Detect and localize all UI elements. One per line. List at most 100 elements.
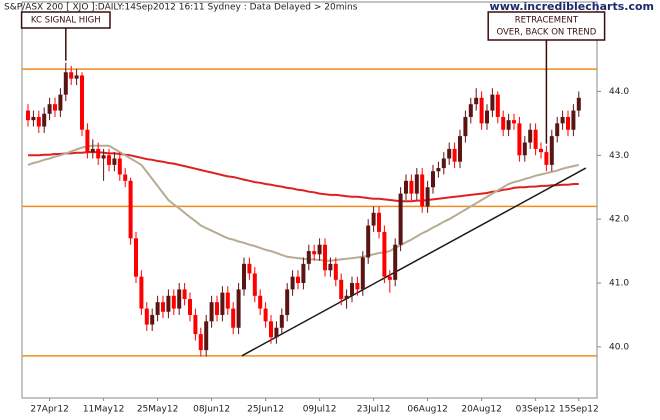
candle-body [242, 263, 246, 290]
candle-body [236, 289, 241, 328]
annotation-text: KC SIGNAL HIGH [31, 16, 101, 26]
candle-body [53, 104, 57, 111]
x-tick-label: 03Sep12 [516, 405, 556, 415]
candle-body [193, 314, 198, 335]
candle-body [366, 225, 371, 258]
candle-body [393, 244, 398, 280]
candle-body [112, 158, 117, 165]
x-tick-label: 25May12 [137, 405, 179, 415]
candle-body [382, 231, 387, 277]
x-tick-label: 06Aug12 [407, 405, 447, 415]
candle-body [350, 283, 354, 296]
candle-body [128, 180, 133, 239]
candle-body [36, 116, 41, 127]
watermark: www.incrediblecharts.com [490, 0, 654, 13]
y-tick-label: 40.0 [609, 342, 629, 352]
candle-body [576, 97, 581, 111]
candle-body [447, 148, 452, 159]
candle-body [371, 212, 376, 226]
y-tick-label: 44.0 [609, 87, 629, 97]
candle-body [533, 129, 538, 149]
x-tick-label: 27Apr12 [30, 405, 68, 415]
candle-body [296, 276, 300, 284]
candle-body [501, 116, 506, 130]
candle-body [139, 276, 144, 309]
candle-body [188, 299, 192, 315]
candle-body [263, 308, 268, 322]
candle-body [355, 283, 360, 290]
candle-body [177, 289, 182, 309]
candle-body [566, 116, 570, 130]
candle-body [26, 110, 30, 121]
candle-body [134, 238, 138, 277]
candle-body [560, 116, 565, 124]
candle-body [182, 289, 187, 299]
candle-body [431, 171, 435, 188]
candle-body [285, 289, 290, 315]
candle-body [96, 148, 101, 159]
candle-body [458, 136, 462, 162]
trend-line [241, 167, 587, 357]
candle-body [539, 148, 543, 153]
candle-body [344, 295, 349, 299]
candle-body [63, 72, 68, 95]
candle-body [90, 148, 95, 153]
candle-body [74, 75, 79, 79]
candle-body [204, 321, 209, 351]
candle-body [479, 97, 484, 124]
candle-body [42, 113, 47, 127]
candle-body [252, 273, 257, 296]
candle-body [258, 295, 263, 309]
candle-body [155, 302, 160, 315]
candle-body [279, 314, 284, 328]
candle-body [436, 168, 441, 172]
candle-body [150, 314, 155, 325]
x-tick-label: 09Jul12 [303, 405, 337, 415]
y-tick-label: 41.0 [609, 279, 629, 289]
candle-body [528, 129, 533, 143]
x-tick-label: 15Sep12 [559, 405, 599, 415]
candle-body [171, 295, 176, 309]
candle-body [409, 180, 414, 194]
candle-body [474, 97, 479, 105]
annotation-box [487, 11, 606, 41]
candle-body [414, 174, 419, 194]
candle-body [463, 116, 468, 137]
candle-body [571, 110, 576, 130]
candle-body [377, 212, 381, 232]
x-tick-label: 23Jul12 [357, 405, 391, 415]
candle-body [425, 187, 430, 207]
candle-body [544, 152, 549, 165]
candle-body [490, 94, 495, 111]
candle-body [468, 104, 473, 117]
candle-body [328, 263, 333, 271]
candle-body [387, 276, 392, 280]
candle-body [512, 120, 516, 124]
x-tick-label: 25Jun12 [247, 405, 284, 415]
candle-body [360, 257, 365, 290]
y-tick-label: 43.0 [609, 151, 629, 161]
candle-body [301, 263, 306, 284]
candle-body [452, 148, 457, 162]
candle-body [69, 72, 74, 79]
candle-body [404, 180, 408, 194]
candle-body [555, 123, 560, 137]
candle-body [333, 263, 338, 280]
candle-body [47, 104, 52, 114]
candle-body [166, 295, 171, 312]
candle-body [209, 302, 214, 322]
annotation-text: RETRACEMENT [515, 16, 579, 26]
candle-body [117, 158, 122, 175]
candle-body [274, 327, 279, 338]
candle-body [317, 244, 322, 255]
candle-body [549, 136, 554, 165]
candle-body [441, 158, 446, 169]
candle-body [517, 123, 522, 156]
candle-body [225, 292, 230, 309]
candle-body [144, 308, 149, 325]
candle-body [522, 142, 527, 156]
x-tick-label: 20Aug12 [461, 405, 501, 415]
candle-body [80, 75, 84, 130]
candle-body [161, 302, 165, 312]
